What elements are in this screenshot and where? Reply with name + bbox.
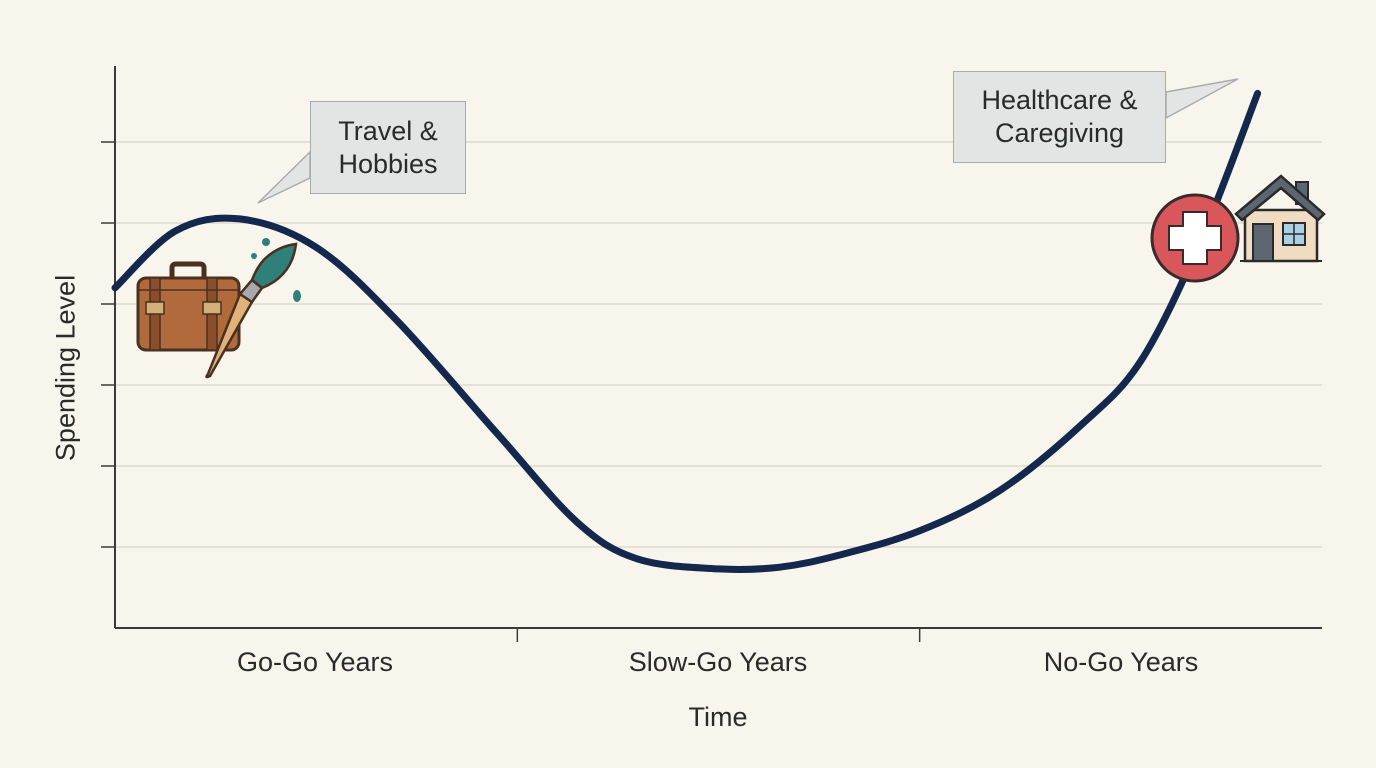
grid-lines (115, 141, 1322, 548)
paintbrush-icon (205, 238, 301, 379)
callout-travel-line-2: Hobbies (338, 148, 438, 179)
x-tick-label-slow-go: Slow-Go Years (628, 647, 808, 677)
callout-healthcare-line-2: Caregiving (994, 118, 1125, 148)
axes (101, 66, 1322, 642)
series-line-spending (111, 89, 1262, 574)
callout-travel-hobbies: Travel & Hobbies (310, 101, 466, 194)
x-tick-label-no-go: No-Go Years (1043, 647, 1199, 677)
callout-pointer-travel (257, 150, 311, 204)
callout-healthcare-line-1: Healthcare & (981, 85, 1138, 115)
x-axis-title: Time (688, 702, 748, 732)
y-axis-title: Spending Level (50, 274, 81, 462)
medical-cross-icon (1150, 193, 1240, 283)
callout-travel-line-1: Travel & (338, 115, 438, 146)
house-icon (1234, 174, 1326, 263)
x-tick-label-go-go: Go-Go Years (236, 647, 394, 677)
callout-healthcare-caregiving: Healthcare & Caregiving (953, 71, 1166, 163)
callout-pointer-healthcare (1165, 78, 1239, 120)
